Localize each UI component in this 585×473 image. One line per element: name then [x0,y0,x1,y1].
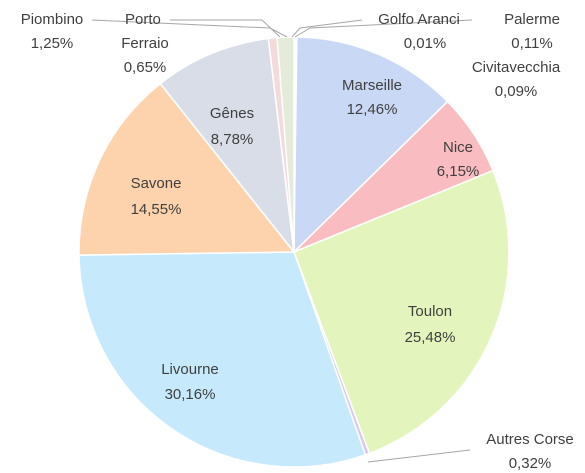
leader-line [294,19,473,38]
pie-slice [78,251,367,468]
leader-line [367,449,471,463]
data-label-name: Autres Corse [486,431,574,448]
data-label-name: Marseille [342,77,402,94]
leader-line [291,19,363,38]
data-label-value: 8,78% [211,131,254,148]
data-label-value: 0,11% [511,35,552,52]
data-label-name: Gênes [210,105,254,122]
data-label-name: Civitavecchia [472,59,561,76]
data-label-value: 12,46% [347,101,398,118]
data-label-value: 6,15% [437,163,480,180]
data-label-value: 25,48% [405,329,456,346]
leader-line [170,19,281,38]
data-label-name: Savone [131,175,182,192]
data-label-name: Piombino [21,11,84,28]
data-label-name: Palerme [504,11,560,28]
data-label-value: 0,01% [404,35,447,52]
data-label-value: 0,32% [509,455,552,472]
data-label-name: Livourne [161,361,219,378]
pie-slice [293,169,510,455]
data-label-value: 0,09% [495,83,538,100]
pie-slice [159,37,296,255]
pie-slice [293,36,449,254]
data-label-name: Toulon [408,303,452,320]
data-label-name: Golfo Aranci [378,11,460,28]
data-label-value: 14,55% [131,201,182,218]
data-label-value: 1,25% [31,35,74,52]
data-label-value: 0,65% [124,59,167,76]
leader-line [91,19,288,38]
pie-slice [276,36,295,253]
data-label-name: Porto Ferraio [121,11,169,52]
data-label-value: 30,16% [165,386,216,403]
pie-slice [78,82,296,256]
data-label-name: Nice [443,139,473,156]
